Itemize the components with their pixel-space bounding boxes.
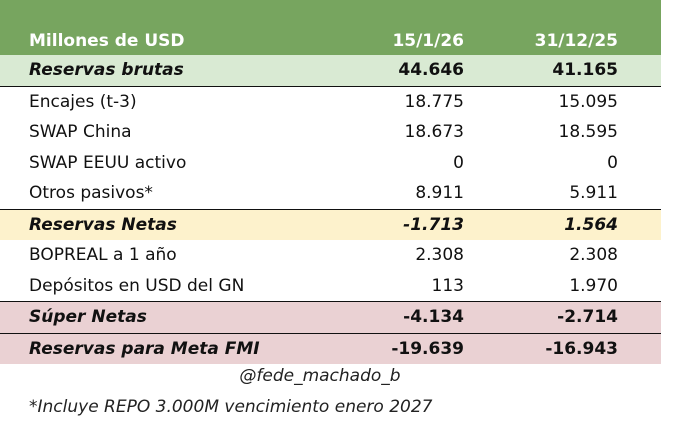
row-label: Reservas Netas xyxy=(29,214,177,235)
row-swap-china: SWAP China 18.673 18.595 xyxy=(0,117,661,148)
header-label: Millones de USD xyxy=(29,31,185,51)
row-reservas-netas: Reservas Netas -1.713 1.564 xyxy=(0,209,661,240)
row-value-col2: 15.095 xyxy=(558,91,618,112)
row-value-col1: 0 xyxy=(453,152,464,173)
row-value-col1: 8.911 xyxy=(415,183,464,203)
row-swap-eeuu: SWAP EEUU activo 0 0 xyxy=(0,148,661,179)
footnote: *Incluye REPO 3.000M vencimiento enero 2… xyxy=(29,397,433,417)
row-label: Reservas para Meta FMI xyxy=(29,338,260,359)
row-value-col1: 44.646 xyxy=(398,60,464,80)
row-value-col2: 1.970 xyxy=(569,275,618,296)
row-value-col1: 113 xyxy=(431,275,464,296)
row-label: SWAP EEUU activo xyxy=(29,152,187,173)
header-col1: 15/1/26 xyxy=(392,31,464,51)
header-col2: 31/12/25 xyxy=(534,31,618,51)
author-credit: @fede_machado_b xyxy=(239,366,401,386)
row-reservas-brutas: Reservas brutas 44.646 41.165 xyxy=(0,55,661,87)
row-super-netas: Súper Netas -4.134 -2.714 xyxy=(0,302,661,334)
row-value-col2: 41.165 xyxy=(552,60,618,80)
row-value-col1: -4.134 xyxy=(403,307,464,327)
table-header: Millones de USD 15/1/26 31/12/25 xyxy=(0,0,661,55)
row-label: Reservas brutas xyxy=(29,60,184,80)
row-bopreal: BOPREAL a 1 año 2.308 2.308 xyxy=(0,240,661,271)
row-value-col1: -1.713 xyxy=(403,214,464,235)
row-value-col2: 1.564 xyxy=(564,214,618,235)
row-label: Súper Netas xyxy=(29,307,147,327)
row-label: BOPREAL a 1 año xyxy=(29,245,177,265)
row-label: SWAP China xyxy=(29,122,132,142)
row-encajes: Encajes (t-3) 18.775 15.095 xyxy=(0,87,661,118)
row-value-col1: 18.775 xyxy=(404,91,464,112)
row-value-col2: -16.943 xyxy=(545,338,618,359)
row-label: Encajes (t-3) xyxy=(29,91,137,112)
row-value-col2: 2.308 xyxy=(569,245,618,265)
row-label: Depósitos en USD del GN xyxy=(29,275,245,296)
row-value-col1: -19.639 xyxy=(391,338,464,359)
row-value-col1: 2.308 xyxy=(415,245,464,265)
row-value-col2: 0 xyxy=(607,152,618,173)
row-value-col2: 18.595 xyxy=(558,122,618,142)
reserves-table: Millones de USD 15/1/26 31/12/25 Reserva… xyxy=(0,0,661,364)
row-value-col1: 18.673 xyxy=(404,122,464,142)
row-meta-fmi: Reservas para Meta FMI -19.639 -16.943 xyxy=(0,333,661,364)
row-otros-pasivos: Otros pasivos* 8.911 5.911 xyxy=(0,178,661,210)
row-value-col2: -2.714 xyxy=(557,307,618,327)
row-value-col2: 5.911 xyxy=(569,183,618,203)
row-depositos: Depósitos en USD del GN 113 1.970 xyxy=(0,271,661,302)
row-label: Otros pasivos* xyxy=(29,183,153,203)
